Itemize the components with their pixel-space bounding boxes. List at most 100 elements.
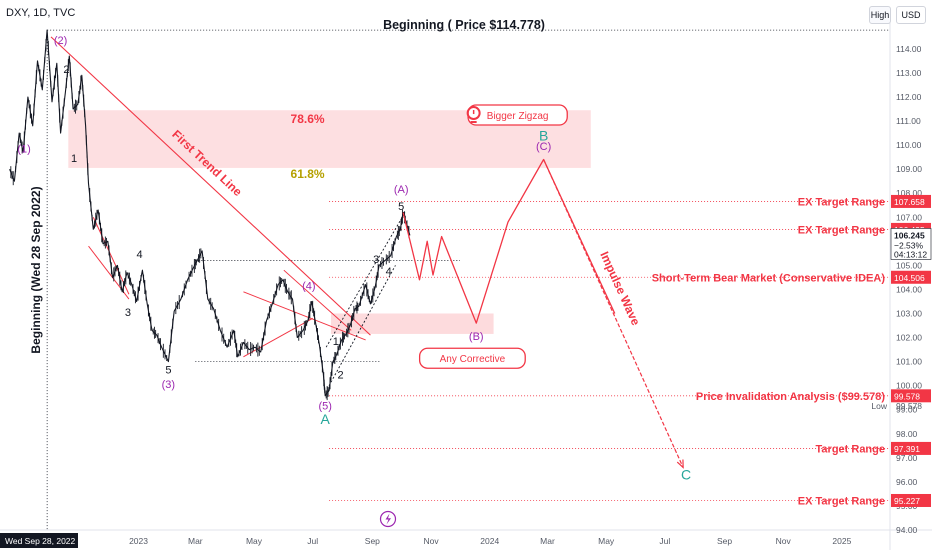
wave-label: 1: [333, 336, 339, 348]
x-tick-label: Sep: [717, 536, 732, 546]
y-axis-title: Beginning (Wed 28 Sep 2022): [29, 186, 43, 353]
candle-countdown: 04:13:12: [894, 249, 927, 259]
callout-text: Any Corrective: [440, 354, 506, 365]
low-value: 99.578: [896, 401, 922, 411]
level-price-tag-bg: [891, 493, 931, 507]
currency-button[interactable]: USD: [896, 6, 926, 24]
wave-label: B: [539, 127, 548, 143]
x-tick-label: Sep: [365, 536, 380, 546]
level-price-tag-bg: [891, 441, 931, 455]
y-tick-label: 110.00: [896, 140, 922, 150]
first-trend-line: [50, 36, 371, 336]
x-tick-label: May: [246, 536, 263, 546]
wave-label: 4: [136, 249, 142, 261]
y-tick-label: 114.00: [896, 44, 922, 54]
level-label: Price Invalidation Analysis ($99.578): [696, 391, 885, 403]
wave-label: (B): [469, 331, 484, 343]
y-tick-label: 111.00: [896, 116, 921, 126]
wave-label: 1: [71, 153, 77, 165]
fib-label-786: 78.6%: [291, 112, 325, 126]
wave-channel-line: [328, 265, 396, 386]
y-tick-label: 101.00: [896, 357, 922, 367]
impulse-wave-arrow: [543, 159, 684, 468]
y-tick-label: 112.00: [896, 92, 922, 102]
wave-label: 5: [165, 365, 171, 377]
last-price-value: 106.245: [894, 230, 925, 240]
x-tick-label: May: [598, 536, 615, 546]
replay-icon[interactable]: [379, 510, 397, 528]
wave-label: (4): [302, 280, 315, 292]
high-low-button[interactable]: High: [869, 6, 891, 24]
y-tick-label: 98.00: [896, 429, 918, 439]
y-tick-label: 108.00: [896, 188, 922, 198]
level-price-tag-bg: [891, 270, 931, 284]
plot-area[interactable]: [0, 20, 890, 530]
level-label: EX Target Range: [798, 196, 885, 208]
level-label: Short-Term Bear Market (Conservative IDE…: [652, 272, 886, 284]
y-tick-label: 96.00: [896, 477, 918, 487]
y-tick-label: 107.00: [896, 212, 922, 222]
x-tick-label: 2025: [832, 536, 851, 546]
wave-label: 4: [386, 266, 392, 278]
x-tick-label: 2024: [480, 536, 499, 546]
x-tick-label: 2023: [129, 536, 148, 546]
y-tick-label: 97.00: [896, 453, 918, 463]
y-tick-label: 99.00: [896, 405, 918, 415]
x-tick-label: Mar: [540, 536, 555, 546]
wave-label: 5: [398, 201, 404, 213]
callout-text: Bigger Zigzag: [487, 111, 549, 122]
chart-title: Beginning ( Price $114.778): [383, 18, 545, 32]
start-date-pill: [0, 533, 78, 548]
level-label: Target Range: [816, 443, 885, 455]
top-price-tag-bg: [891, 25, 931, 36]
channel-line: [243, 291, 366, 341]
wave-label: C: [681, 466, 691, 482]
wave-label: (1): [17, 143, 30, 155]
level-price-tag-bg: [891, 194, 931, 208]
wave-label: (2): [54, 35, 67, 47]
wave-label: 2: [338, 369, 344, 381]
wave-label: (3): [162, 379, 175, 391]
y-tick-label: 102.00: [896, 333, 922, 343]
y-tick-label: 100.00: [896, 381, 922, 391]
y-tick-label: 103.00: [896, 308, 922, 318]
y-tick-label: 94.00: [896, 525, 918, 535]
corrective-zone: [330, 313, 494, 334]
level-price-tag: 99.578: [894, 391, 920, 401]
wave-label: 3: [373, 254, 379, 266]
x-tick-label: Nov: [423, 536, 439, 546]
x-tick-label: Nov: [776, 536, 792, 546]
projection-path: [402, 158, 616, 324]
y-tick-label: 104.00: [896, 284, 922, 294]
y-tick-label: 109.00: [896, 164, 922, 174]
last-price-change: −2.53%: [894, 240, 924, 250]
x-tick-label: Jul: [659, 536, 670, 546]
level-price-tag-bg: [891, 389, 931, 403]
level-label: EX Target Range: [798, 495, 885, 507]
low-label: Low: [871, 401, 887, 411]
y-tick-label: 113.00: [896, 68, 922, 78]
impulse-arrow-head: [676, 459, 684, 469]
y-tick-label: 105.00: [896, 260, 922, 270]
last-price-tag-bg: [890, 228, 932, 260]
wave-label: A: [321, 411, 331, 427]
wave-label: (5): [318, 401, 331, 413]
wave-label: 3: [125, 307, 131, 319]
fib-label-618: 61.8%: [291, 167, 325, 181]
wave-label: (A): [394, 184, 409, 196]
symbol-header: DXY, 1D, TVC: [6, 7, 75, 19]
wave-label: (C): [536, 141, 551, 153]
level-price-tag: 107.658: [894, 197, 925, 207]
wave-label: 2: [63, 64, 69, 76]
channel-line: [283, 269, 352, 331]
x-tick-label: Jul: [307, 536, 318, 546]
channel-line: [243, 317, 313, 358]
level-label: EX Target Range: [798, 224, 885, 236]
level-price-tag: 104.506: [894, 273, 925, 283]
callout-box: [418, 347, 526, 369]
start-date-label: Wed Sep 28, 2022: [5, 536, 76, 546]
lightbulb-icon: [466, 106, 481, 124]
level-price-tag: 95.227: [894, 496, 920, 506]
